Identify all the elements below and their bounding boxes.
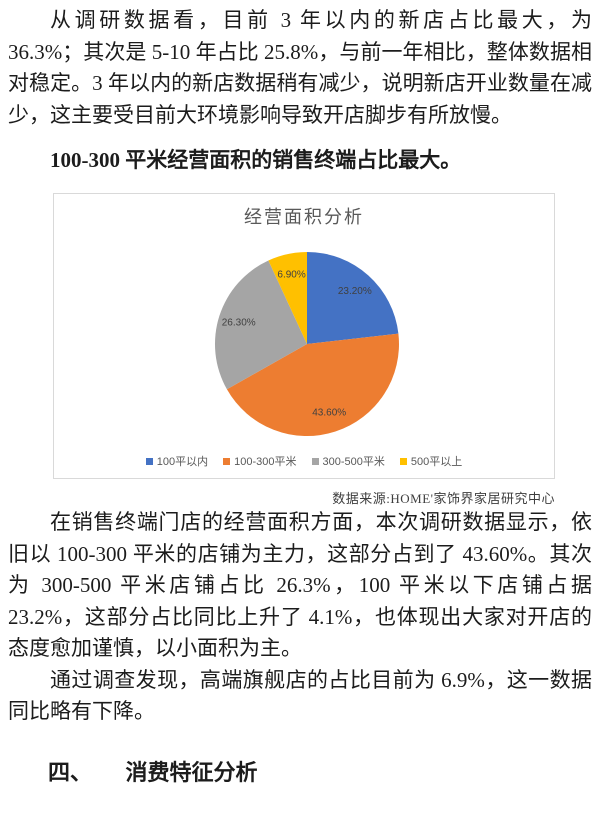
chart-title: 经营面积分析 xyxy=(244,207,364,227)
pie-slice xyxy=(268,252,307,344)
legend-label: 300-500平米 xyxy=(322,456,385,468)
legend-swatch-icon xyxy=(311,457,319,465)
legend-item: 300-500平米 xyxy=(311,453,385,469)
data-source-note: 数据来源:HOME'家饰界家居研究中心 xyxy=(332,491,555,506)
legend-label: 100-300平米 xyxy=(234,456,297,468)
chart-legend: 100平以内 100-300平米 300-500平米 500平以上 xyxy=(54,453,554,469)
pie-slice-label: 26.30% xyxy=(222,318,256,329)
legend-swatch-icon xyxy=(399,457,407,465)
document-page: 从调研数据看，目前 3 年以内的新店占比最大，为 36.3%；其次是 5-10 … xyxy=(8,8,592,788)
legend-item: 100-300平米 xyxy=(223,453,297,469)
paragraph-flagship: 通过调查发现，高端旗舰店的占比目前为 6.9%，这一数据同比略有下降。 xyxy=(8,667,592,724)
paragraph-area-detail: 在销售终端门店的经营面积方面，本次调研数据显示，依旧以 100-300 平米的店… xyxy=(8,510,592,660)
section-number: 四、 xyxy=(48,759,93,785)
pie-slice-label: 43.60% xyxy=(312,408,346,419)
section-heading-area: 100-300 平米经营面积的销售终端占比最大。 xyxy=(50,148,462,172)
pie-slice-label: 23.20% xyxy=(338,286,372,297)
legend-swatch-icon xyxy=(223,457,231,465)
pie-slice xyxy=(226,333,399,437)
section-title-text: 消费特征分析 xyxy=(125,759,258,785)
pie-chart-plot: 23.20% 43.60% 26.30% 6.90% xyxy=(214,252,399,437)
pie-slice xyxy=(214,260,307,390)
pie-slice-label: 6.90% xyxy=(277,269,305,280)
paragraph-store-age: 从调研数据看，目前 3 年以内的新店占比最大，为 36.3%；其次是 5-10 … xyxy=(8,8,592,127)
section-heading-consumption: 四、 消费特征分析 xyxy=(8,758,592,788)
pie-chart-area-analysis: 经营面积分析 23.20% 43.60% 26.30% 6.90% 100平以内 100… xyxy=(53,193,555,479)
legend-label: 500平以上 xyxy=(410,456,463,468)
legend-swatch-icon xyxy=(145,457,153,465)
legend-item: 100平以内 xyxy=(145,453,209,469)
pie-slice xyxy=(307,252,399,344)
legend-item: 500平以上 xyxy=(399,453,463,469)
legend-label: 100平以内 xyxy=(156,456,209,468)
